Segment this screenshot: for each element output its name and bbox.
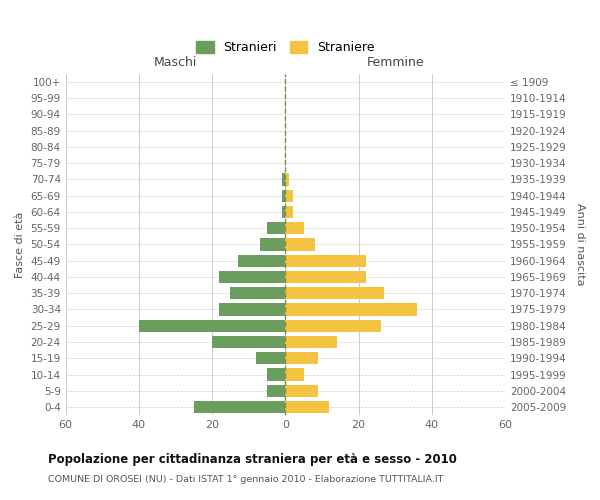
Bar [286, 320, 380, 332]
Bar [220, 271, 286, 283]
Bar [286, 287, 384, 300]
Bar [286, 190, 293, 202]
Bar [286, 238, 314, 250]
Text: COMUNE DI OROSEI (NU) - Dati ISTAT 1° gennaio 2010 - Elaborazione TUTTITALIA.IT: COMUNE DI OROSEI (NU) - Dati ISTAT 1° ge… [48, 475, 443, 484]
Y-axis label: Anni di nascita: Anni di nascita [575, 203, 585, 285]
Bar [267, 368, 286, 380]
Bar [139, 320, 286, 332]
Bar [267, 222, 286, 234]
Bar [260, 238, 286, 250]
Bar [286, 352, 319, 364]
Y-axis label: Fasce di età: Fasce di età [15, 212, 25, 278]
Bar [286, 271, 366, 283]
Bar [281, 174, 286, 186]
Bar [230, 287, 286, 300]
Bar [286, 174, 289, 186]
Bar [286, 304, 417, 316]
Bar [281, 206, 286, 218]
Text: Popolazione per cittadinanza straniera per età e sesso - 2010: Popolazione per cittadinanza straniera p… [48, 452, 457, 466]
Legend: Stranieri, Straniere: Stranieri, Straniere [191, 36, 380, 59]
Bar [286, 206, 293, 218]
Bar [286, 401, 329, 413]
Bar [194, 401, 286, 413]
Bar [286, 254, 366, 267]
Bar [286, 368, 304, 380]
Text: Femmine: Femmine [367, 56, 424, 69]
Bar [220, 304, 286, 316]
Text: Maschi: Maschi [154, 56, 197, 69]
Bar [267, 384, 286, 397]
Bar [256, 352, 286, 364]
Bar [286, 222, 304, 234]
Bar [281, 190, 286, 202]
Bar [238, 254, 286, 267]
Bar [212, 336, 286, 348]
Bar [286, 336, 337, 348]
Bar [286, 384, 319, 397]
